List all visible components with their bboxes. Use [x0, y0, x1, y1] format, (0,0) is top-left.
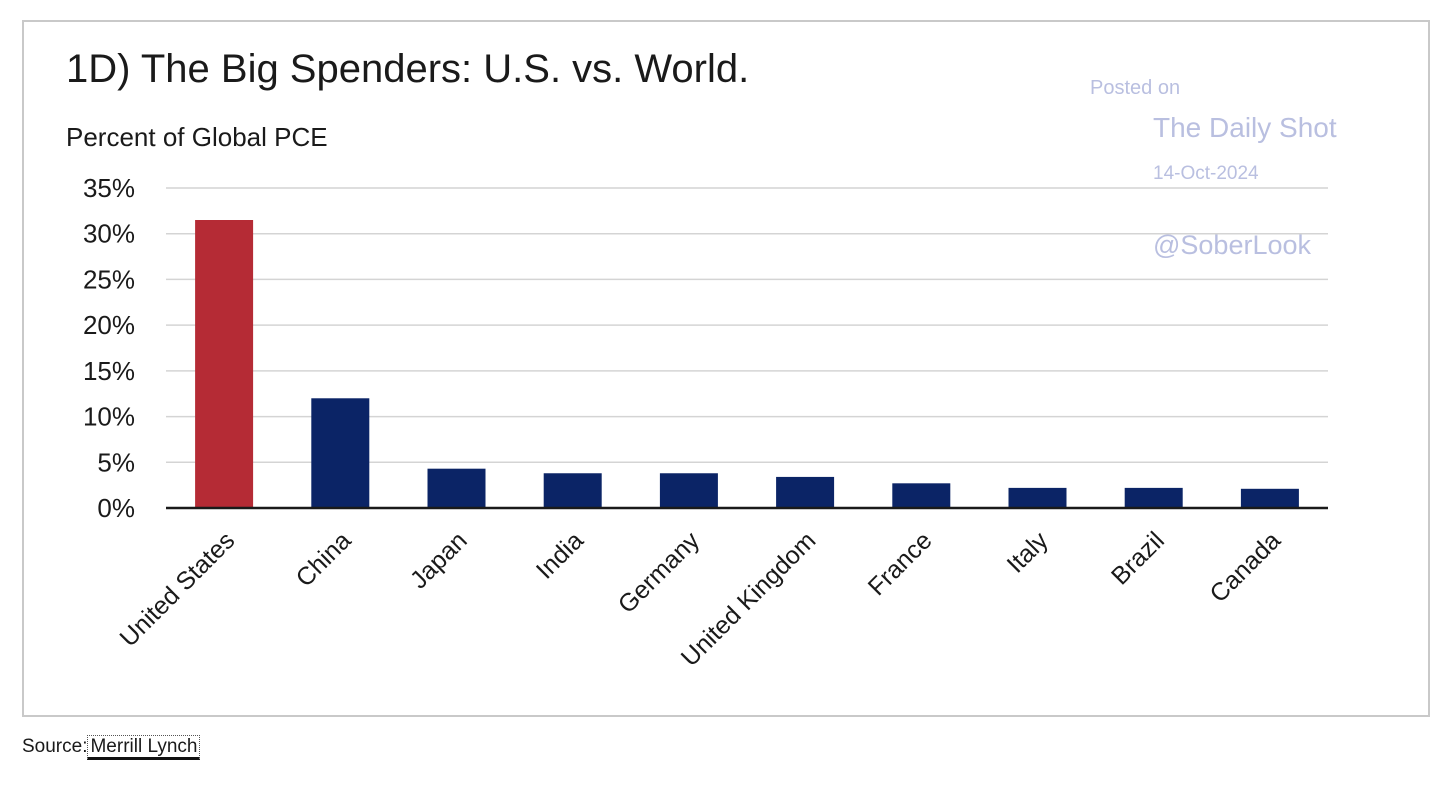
chart-subtitle: Percent of Global PCE	[66, 122, 328, 152]
y-tick-label: 5%	[97, 447, 135, 477]
y-tick-label: 25%	[83, 264, 135, 294]
x-tick-label: United States	[114, 526, 240, 652]
watermark-handle: @SoberLook	[1153, 230, 1312, 260]
x-tick-label: Japan	[405, 526, 473, 594]
chart-frame	[22, 20, 1430, 717]
y-tick-label: 15%	[83, 356, 135, 386]
source-prefix: Source:	[22, 736, 88, 757]
bar	[427, 468, 486, 508]
x-tick-label: Italy	[1002, 526, 1055, 579]
watermark-date: 14-Oct-2024	[1153, 163, 1259, 184]
x-axis-labels: United States China Japan India GermanyUnite…	[114, 526, 1286, 672]
bar	[1240, 488, 1299, 508]
y-axis-ticks: 0% 5% 10% 15% 20% 25% 30% 35%	[83, 173, 135, 523]
bar	[543, 473, 602, 508]
chart-title: 1D) The Big Spenders: U.S. vs. World.	[66, 47, 749, 91]
x-tick-label: India	[531, 526, 589, 584]
x-tick-label: China	[291, 526, 357, 592]
x-tick-label: Germany	[613, 526, 706, 619]
bar	[892, 483, 951, 508]
watermark-site: The Daily Shot	[1153, 112, 1337, 143]
source-link[interactable]: Merrill Lynch	[87, 735, 201, 760]
watermark-posted-on: Posted on	[1090, 77, 1180, 99]
y-tick-label: 0%	[97, 493, 135, 523]
bar	[776, 476, 835, 508]
watermark: Posted on The Daily Shot 14-Oct-2024 @So…	[1090, 77, 1337, 260]
y-tick-label: 35%	[83, 173, 135, 203]
bar	[1008, 487, 1067, 508]
bar	[195, 220, 254, 508]
y-tick-label: 10%	[83, 402, 135, 432]
bar	[311, 398, 370, 508]
bar	[1124, 487, 1183, 508]
bars	[195, 220, 1299, 508]
x-tick-label: France	[863, 526, 938, 601]
x-tick-label: Canada	[1204, 526, 1286, 608]
source-line: Source: Merrill Lynch	[22, 735, 201, 760]
y-tick-label: 30%	[83, 219, 135, 249]
bar	[659, 473, 718, 508]
y-tick-label: 20%	[83, 310, 135, 340]
x-tick-label: Brazil	[1106, 526, 1170, 590]
